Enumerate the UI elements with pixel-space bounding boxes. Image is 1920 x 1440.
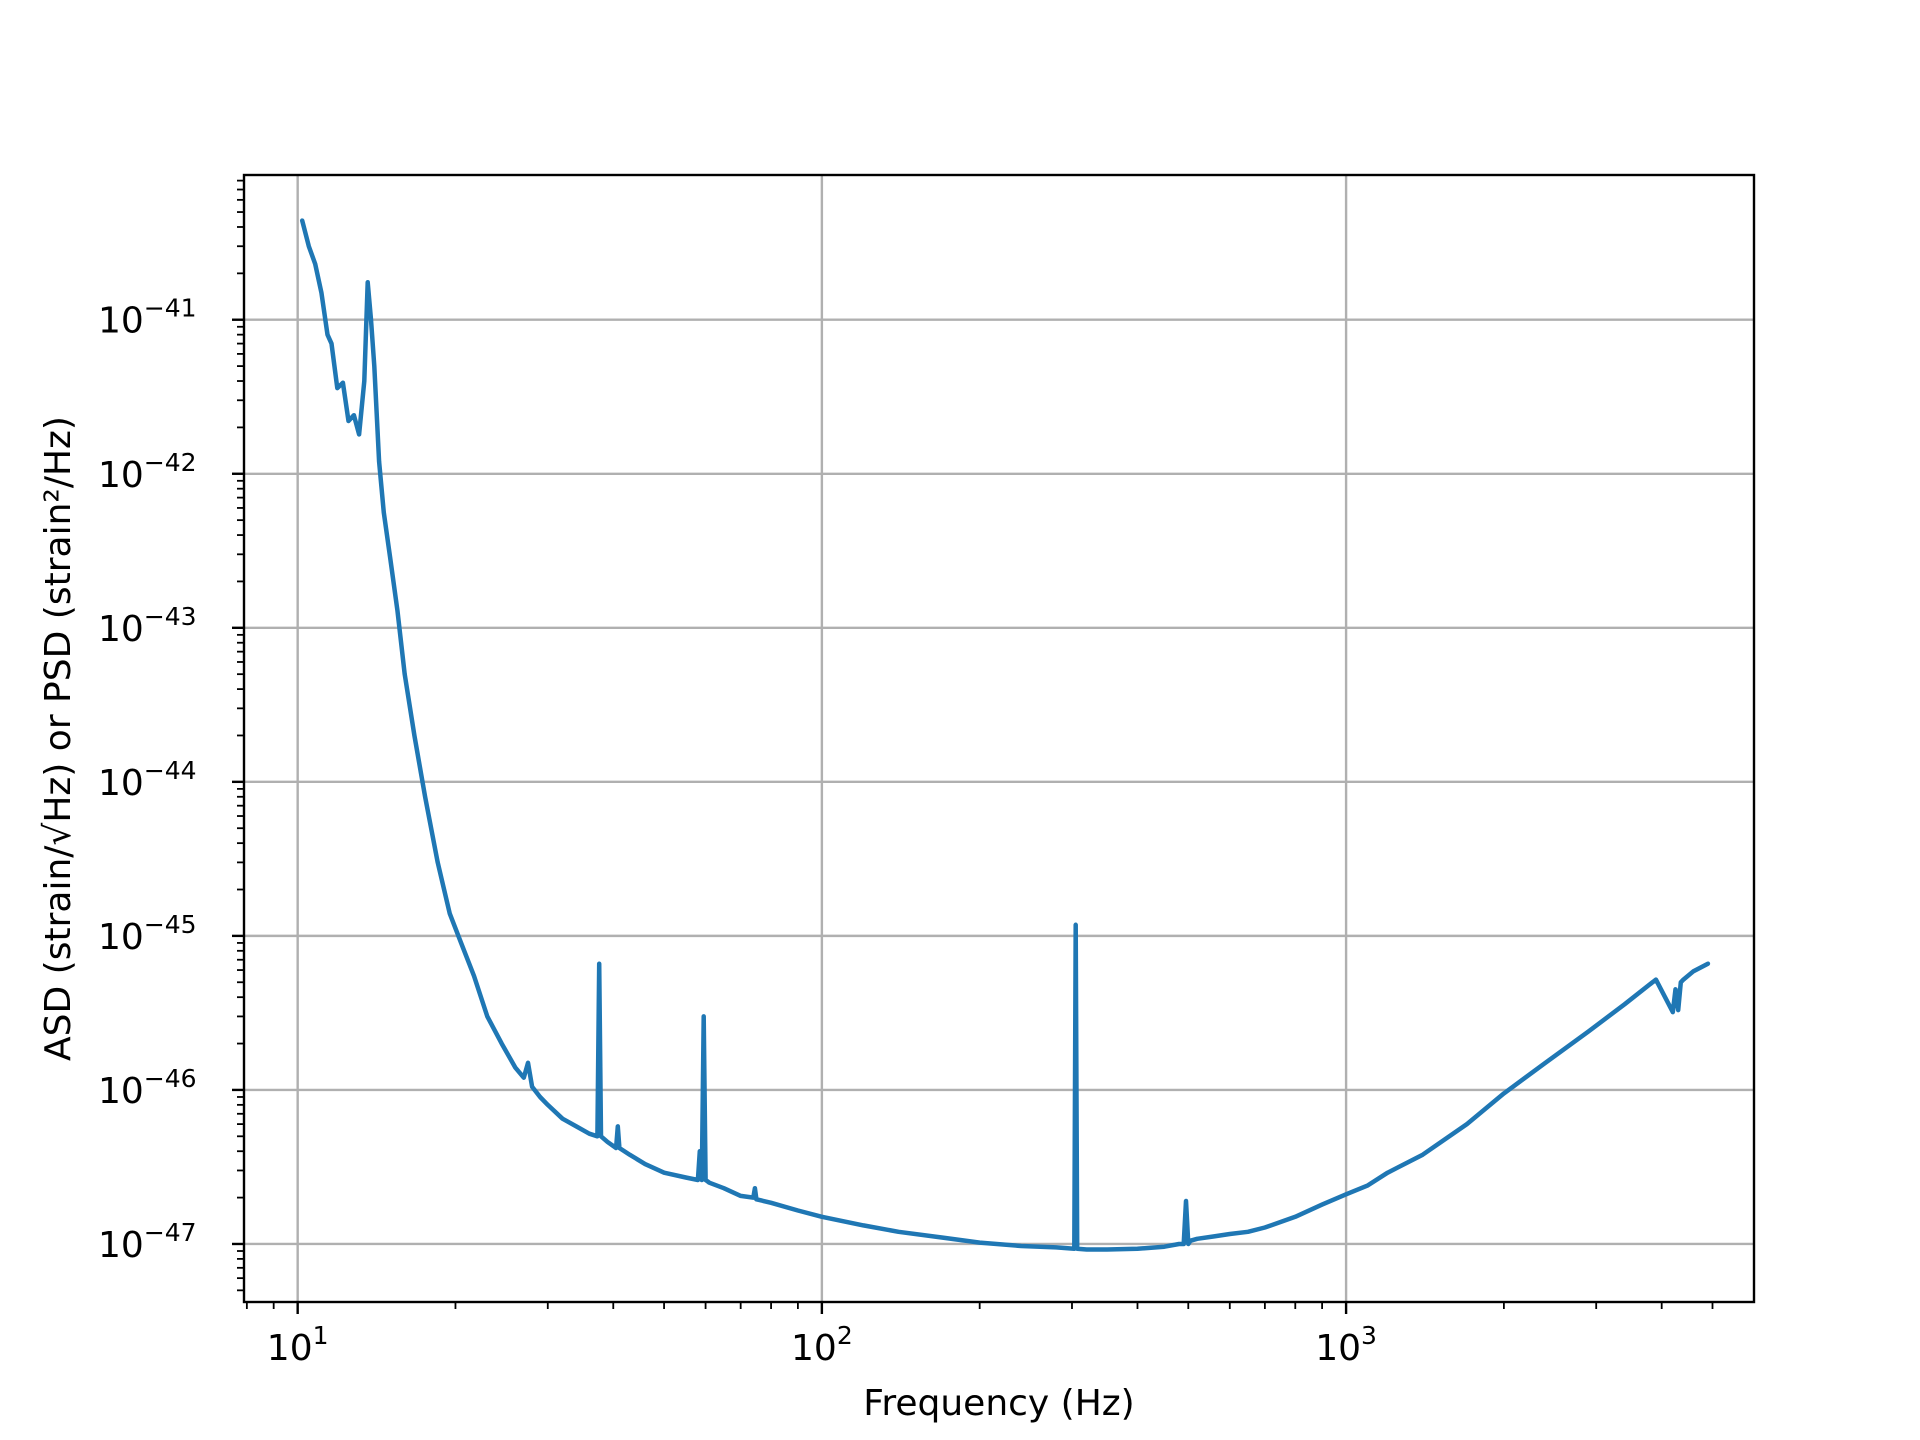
grid xyxy=(244,175,1754,1302)
y-tick-label: 10−43 xyxy=(98,602,197,650)
x-tick-label: 102 xyxy=(791,1321,853,1369)
x-tick-label: 101 xyxy=(267,1321,329,1369)
series-line xyxy=(299,218,1711,1252)
y-tick-label: 10−45 xyxy=(98,910,197,958)
x-axis-title: Frequency (Hz) xyxy=(863,1383,1134,1424)
series-layer xyxy=(299,218,1711,1252)
y-tick-label: 10−41 xyxy=(98,294,197,342)
x-tick-label: 103 xyxy=(1315,1321,1377,1369)
y-axis-title: ASD (strain/√Hz) or PSD (strain²/Hz) xyxy=(38,416,79,1061)
axis-ticks: 101 102 103 10−47 10−46 10−45 10−44 10−43 10−42 1… xyxy=(98,179,1714,1369)
y-tick-label: 10−42 xyxy=(98,448,197,496)
plot-frame xyxy=(242,173,1756,1304)
y-tick-label: 10−47 xyxy=(98,1218,197,1266)
y-tick-label: 10−46 xyxy=(98,1064,197,1112)
y-tick-label: 10−44 xyxy=(98,756,197,804)
